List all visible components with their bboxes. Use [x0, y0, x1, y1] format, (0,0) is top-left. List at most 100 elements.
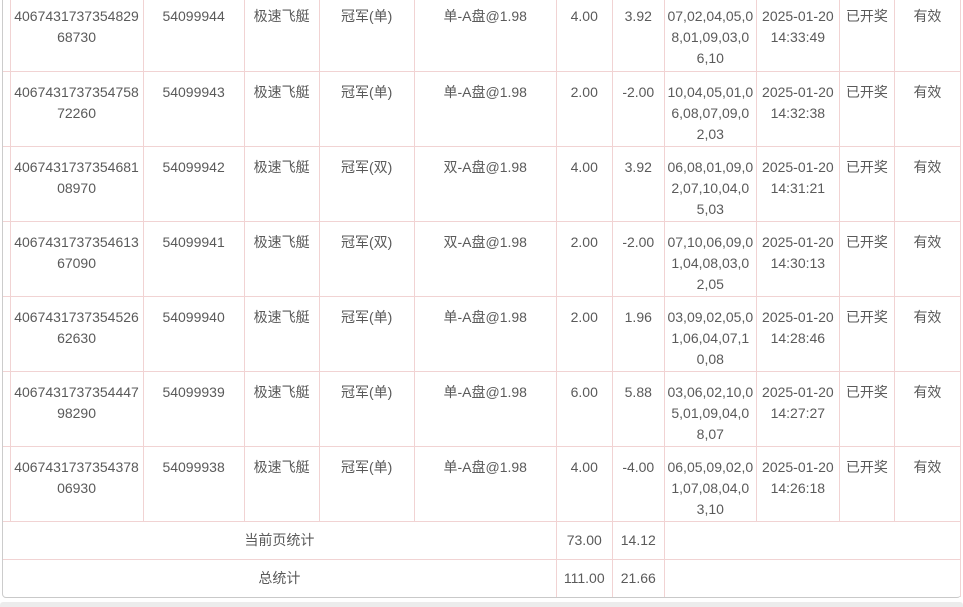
- bottom-bar: [0, 602, 963, 607]
- cell-edge-sliver: [3, 370, 11, 447]
- cell-order-no: 54099943: [142, 70, 245, 147]
- summary-profit-current-page: 14.12: [611, 520, 665, 560]
- cell-game-name: 极速飞艇: [243, 370, 320, 447]
- summary-empty-cell: [663, 558, 962, 597]
- cell-draw-result: 03,06,02,10,05,01,09,04,08,07: [663, 370, 757, 447]
- cell-profit: 3.92: [611, 0, 665, 72]
- cell-profit: 5.88: [611, 370, 665, 447]
- cell-time: 2025-01-20 14:31:21: [755, 145, 840, 222]
- cell-validity: 有效: [893, 145, 962, 222]
- cell-bet-type: 冠军(单): [318, 295, 415, 372]
- cell-status: 已开奖: [838, 145, 895, 222]
- cell-bet-type: 冠军(双): [318, 220, 415, 297]
- cell-order-id: 406743173735437806930: [9, 445, 144, 522]
- cell-bet-content: 单-A盘@1.98: [413, 70, 557, 147]
- summary-row-current-page: 当前页统计 73.00 14.12: [3, 520, 962, 560]
- cell-game-name: 极速飞艇: [243, 70, 320, 147]
- summary-label-current-page: 当前页统计: [3, 520, 557, 560]
- cell-edge-sliver: [3, 145, 11, 222]
- cell-amount: 2.00: [555, 295, 613, 372]
- cell-draw-result: 03,09,02,05,01,06,04,07,10,08: [663, 295, 757, 372]
- cell-bet-content: 单-A盘@1.98: [413, 0, 557, 72]
- cell-profit: -4.00: [611, 445, 665, 522]
- summary-amount-total: 111.00: [555, 558, 613, 597]
- cell-amount: 2.00: [555, 220, 613, 297]
- cell-validity: 有效: [893, 220, 962, 297]
- cell-order-no: 54099944: [142, 0, 245, 72]
- cell-game-name: 极速飞艇: [243, 445, 320, 522]
- cell-order-id: 406743173735475872260: [9, 70, 144, 147]
- cell-bet-content: 双-A盘@1.98: [413, 145, 557, 222]
- cell-profit: 1.96: [611, 295, 665, 372]
- cell-draw-result: 10,04,05,01,06,08,07,09,02,03: [663, 70, 757, 147]
- cell-bet-content: 单-A盘@1.98: [413, 295, 557, 372]
- cell-draw-result: 07,10,06,09,01,04,08,03,02,05: [663, 220, 757, 297]
- cell-validity: 有效: [893, 295, 962, 372]
- cell-status: 已开奖: [838, 445, 895, 522]
- cell-order-no: 54099941: [142, 220, 245, 297]
- summary-amount-current-page: 73.00: [555, 520, 613, 560]
- cell-order-no: 54099940: [142, 295, 245, 372]
- cell-time: 2025-01-20 14:26:18: [755, 445, 840, 522]
- cell-bet-type: 冠军(单): [318, 70, 415, 147]
- table-row: 406743173735461367090 54099941 极速飞艇 冠军(双…: [3, 220, 962, 297]
- cell-bet-type: 冠军(单): [318, 370, 415, 447]
- cell-bet-content: 单-A盘@1.98: [413, 445, 557, 522]
- betting-records-table: 406743173735482968730 54099944 极速飞艇 冠军(单…: [3, 0, 962, 597]
- cell-validity: 有效: [893, 370, 962, 447]
- table-row: 406743173735444798290 54099939 极速飞艇 冠军(单…: [3, 370, 962, 447]
- cell-status: 已开奖: [838, 295, 895, 372]
- cell-time: 2025-01-20 14:27:27: [755, 370, 840, 447]
- cell-bet-type: 冠军(单): [318, 445, 415, 522]
- cell-profit: 3.92: [611, 145, 665, 222]
- cell-validity: 有效: [893, 445, 962, 522]
- cell-draw-result: 06,05,09,02,01,07,08,04,03,10: [663, 445, 757, 522]
- cell-bet-content: 单-A盘@1.98: [413, 370, 557, 447]
- summary-label-total: 总统计: [3, 558, 557, 597]
- cell-validity: 有效: [893, 70, 962, 147]
- cell-time: 2025-01-20 14:33:49: [755, 0, 840, 72]
- cell-profit: -2.00: [611, 70, 665, 147]
- cell-edge-sliver: [3, 220, 11, 297]
- cell-bet-content: 双-A盘@1.98: [413, 220, 557, 297]
- cell-order-id: 406743173735444798290: [9, 370, 144, 447]
- cell-amount: 4.00: [555, 145, 613, 222]
- cell-order-no: 54099939: [142, 370, 245, 447]
- summary-empty-cell: [663, 520, 962, 560]
- cell-game-name: 极速飞艇: [243, 0, 320, 72]
- cell-bet-type: 冠军(单): [318, 0, 415, 72]
- cell-time: 2025-01-20 14:30:13: [755, 220, 840, 297]
- cell-amount: 4.00: [555, 0, 613, 72]
- table-row: 406743173735482968730 54099944 极速飞艇 冠军(单…: [3, 0, 962, 72]
- cell-draw-result: 06,08,01,09,02,07,10,04,05,03: [663, 145, 757, 222]
- cell-validity: 有效: [893, 0, 962, 72]
- cell-edge-sliver: [3, 445, 11, 522]
- cell-order-id: 406743173735468108970: [9, 145, 144, 222]
- cell-amount: 6.00: [555, 370, 613, 447]
- cell-profit: -2.00: [611, 220, 665, 297]
- cell-time: 2025-01-20 14:28:46: [755, 295, 840, 372]
- cell-order-id: 406743173735461367090: [9, 220, 144, 297]
- cell-status: 已开奖: [838, 370, 895, 447]
- summary-profit-total: 21.66: [611, 558, 665, 597]
- cell-edge-sliver: [3, 295, 11, 372]
- cell-amount: 4.00: [555, 445, 613, 522]
- cell-status: 已开奖: [838, 70, 895, 147]
- table-row: 406743173735468108970 54099942 极速飞艇 冠军(双…: [3, 145, 962, 222]
- cell-edge-sliver: [3, 0, 11, 72]
- cell-game-name: 极速飞艇: [243, 295, 320, 372]
- cell-status: 已开奖: [838, 0, 895, 72]
- table-row: 406743173735437806930 54099938 极速飞艇 冠军(单…: [3, 445, 962, 522]
- cell-amount: 2.00: [555, 70, 613, 147]
- cell-status: 已开奖: [838, 220, 895, 297]
- cell-draw-result: 07,02,04,05,08,01,09,03,06,10: [663, 0, 757, 72]
- cell-order-id: 406743173735452662630: [9, 295, 144, 372]
- table-row: 406743173735475872260 54099943 极速飞艇 冠军(单…: [3, 70, 962, 147]
- cell-game-name: 极速飞艇: [243, 145, 320, 222]
- table-row: 406743173735452662630 54099940 极速飞艇 冠军(单…: [3, 295, 962, 372]
- cell-order-id: 406743173735482968730: [9, 0, 144, 72]
- cell-order-no: 54099942: [142, 145, 245, 222]
- cell-bet-type: 冠军(双): [318, 145, 415, 222]
